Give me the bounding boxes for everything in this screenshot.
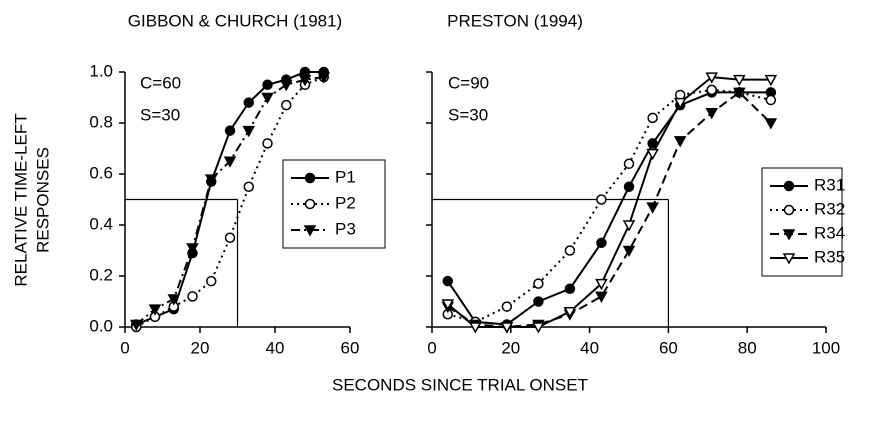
marker bbox=[206, 275, 217, 287]
series-line bbox=[135, 76, 325, 328]
series-line bbox=[447, 76, 771, 328]
legend-marker bbox=[783, 180, 795, 192]
series-line bbox=[446, 91, 771, 326]
marker bbox=[442, 275, 454, 287]
marker bbox=[317, 72, 331, 84]
marker bbox=[242, 125, 256, 138]
x-tick-label: 60 bbox=[659, 338, 678, 357]
y-tick-label: 0.2 bbox=[89, 265, 113, 284]
legend-label: P1 bbox=[335, 167, 356, 186]
marker bbox=[243, 181, 254, 192]
legend-marker bbox=[783, 204, 795, 216]
marker bbox=[622, 220, 636, 232]
legend-marker bbox=[782, 253, 796, 265]
marker bbox=[224, 232, 236, 243]
legend-label: P3 bbox=[335, 219, 356, 238]
marker bbox=[705, 108, 719, 120]
marker bbox=[733, 74, 746, 87]
marker bbox=[765, 94, 777, 106]
marker bbox=[673, 97, 687, 110]
y-axis-label: RELATIVE TIME-LEFT bbox=[11, 113, 30, 286]
marker bbox=[706, 84, 717, 96]
marker bbox=[533, 278, 544, 289]
annotation: S=30 bbox=[448, 105, 488, 124]
marker bbox=[563, 306, 577, 319]
marker bbox=[224, 125, 236, 136]
marker bbox=[596, 194, 607, 205]
chart-title: PRESTON (1994) bbox=[447, 11, 583, 30]
marker bbox=[129, 319, 143, 331]
marker bbox=[469, 322, 482, 334]
marker bbox=[186, 243, 199, 255]
x-tick-label: 0 bbox=[120, 338, 129, 357]
marker bbox=[204, 174, 218, 186]
marker bbox=[262, 79, 273, 90]
marker bbox=[532, 322, 545, 334]
series-line bbox=[447, 91, 772, 329]
marker bbox=[281, 99, 292, 111]
marker bbox=[595, 278, 608, 291]
x-tick-label: 20 bbox=[191, 338, 210, 357]
marker bbox=[279, 80, 293, 92]
legend-label: R35 bbox=[814, 247, 845, 266]
marker bbox=[564, 245, 576, 256]
annotation: C=60 bbox=[140, 73, 181, 92]
marker bbox=[646, 148, 659, 161]
marker bbox=[298, 74, 312, 87]
marker bbox=[533, 296, 544, 307]
y-tick-label: 0.8 bbox=[89, 112, 113, 131]
x-tick-label: 60 bbox=[341, 338, 360, 357]
y-tick-label: 0.4 bbox=[89, 214, 113, 233]
marker bbox=[243, 97, 254, 108]
marker bbox=[623, 181, 635, 192]
legend bbox=[282, 159, 386, 249]
marker bbox=[647, 112, 658, 124]
x-tick-label: 100 bbox=[812, 338, 840, 357]
legend-marker bbox=[303, 225, 317, 237]
x-tick-label: 40 bbox=[580, 338, 599, 357]
series-line bbox=[447, 88, 772, 323]
marker bbox=[764, 118, 778, 130]
legend-marker bbox=[304, 172, 316, 184]
marker bbox=[623, 158, 635, 170]
x-tick-label: 20 bbox=[501, 338, 520, 357]
marker bbox=[187, 291, 198, 302]
chart-title: GIBBON & CHURCH (1981) bbox=[128, 11, 342, 30]
y-tick-label: 0.0 bbox=[89, 316, 113, 335]
legend-label: R31 bbox=[814, 175, 845, 194]
legend-label: R34 bbox=[814, 223, 845, 242]
marker bbox=[705, 72, 719, 84]
marker bbox=[764, 74, 778, 87]
marker bbox=[500, 322, 514, 334]
marker bbox=[501, 301, 513, 312]
marker bbox=[733, 87, 746, 99]
marker bbox=[441, 299, 455, 311]
y-axis-label: RESPONSES bbox=[33, 147, 52, 253]
marker bbox=[261, 92, 274, 105]
marker bbox=[646, 202, 659, 214]
marker bbox=[167, 294, 181, 306]
marker bbox=[262, 138, 273, 149]
x-axis-label: SECONDS SINCE TRIAL ONSET bbox=[332, 375, 588, 394]
legend-marker bbox=[304, 198, 316, 210]
y-tick-label: 1.0 bbox=[89, 61, 113, 80]
x-tick-label: 0 bbox=[427, 338, 436, 357]
marker bbox=[622, 245, 636, 258]
x-tick-label: 80 bbox=[738, 338, 757, 357]
marker bbox=[223, 156, 237, 168]
legend-label: R32 bbox=[814, 199, 845, 218]
legend-marker bbox=[782, 229, 796, 241]
annotation: S=30 bbox=[140, 105, 180, 124]
marker bbox=[596, 237, 607, 249]
annotation: C=90 bbox=[448, 73, 489, 92]
marker bbox=[148, 304, 162, 316]
legend-label: P2 bbox=[335, 193, 356, 212]
marker bbox=[673, 136, 687, 148]
marker bbox=[595, 291, 608, 303]
marker bbox=[564, 283, 576, 294]
x-tick-label: 40 bbox=[266, 338, 285, 357]
y-tick-label: 0.6 bbox=[89, 163, 113, 182]
